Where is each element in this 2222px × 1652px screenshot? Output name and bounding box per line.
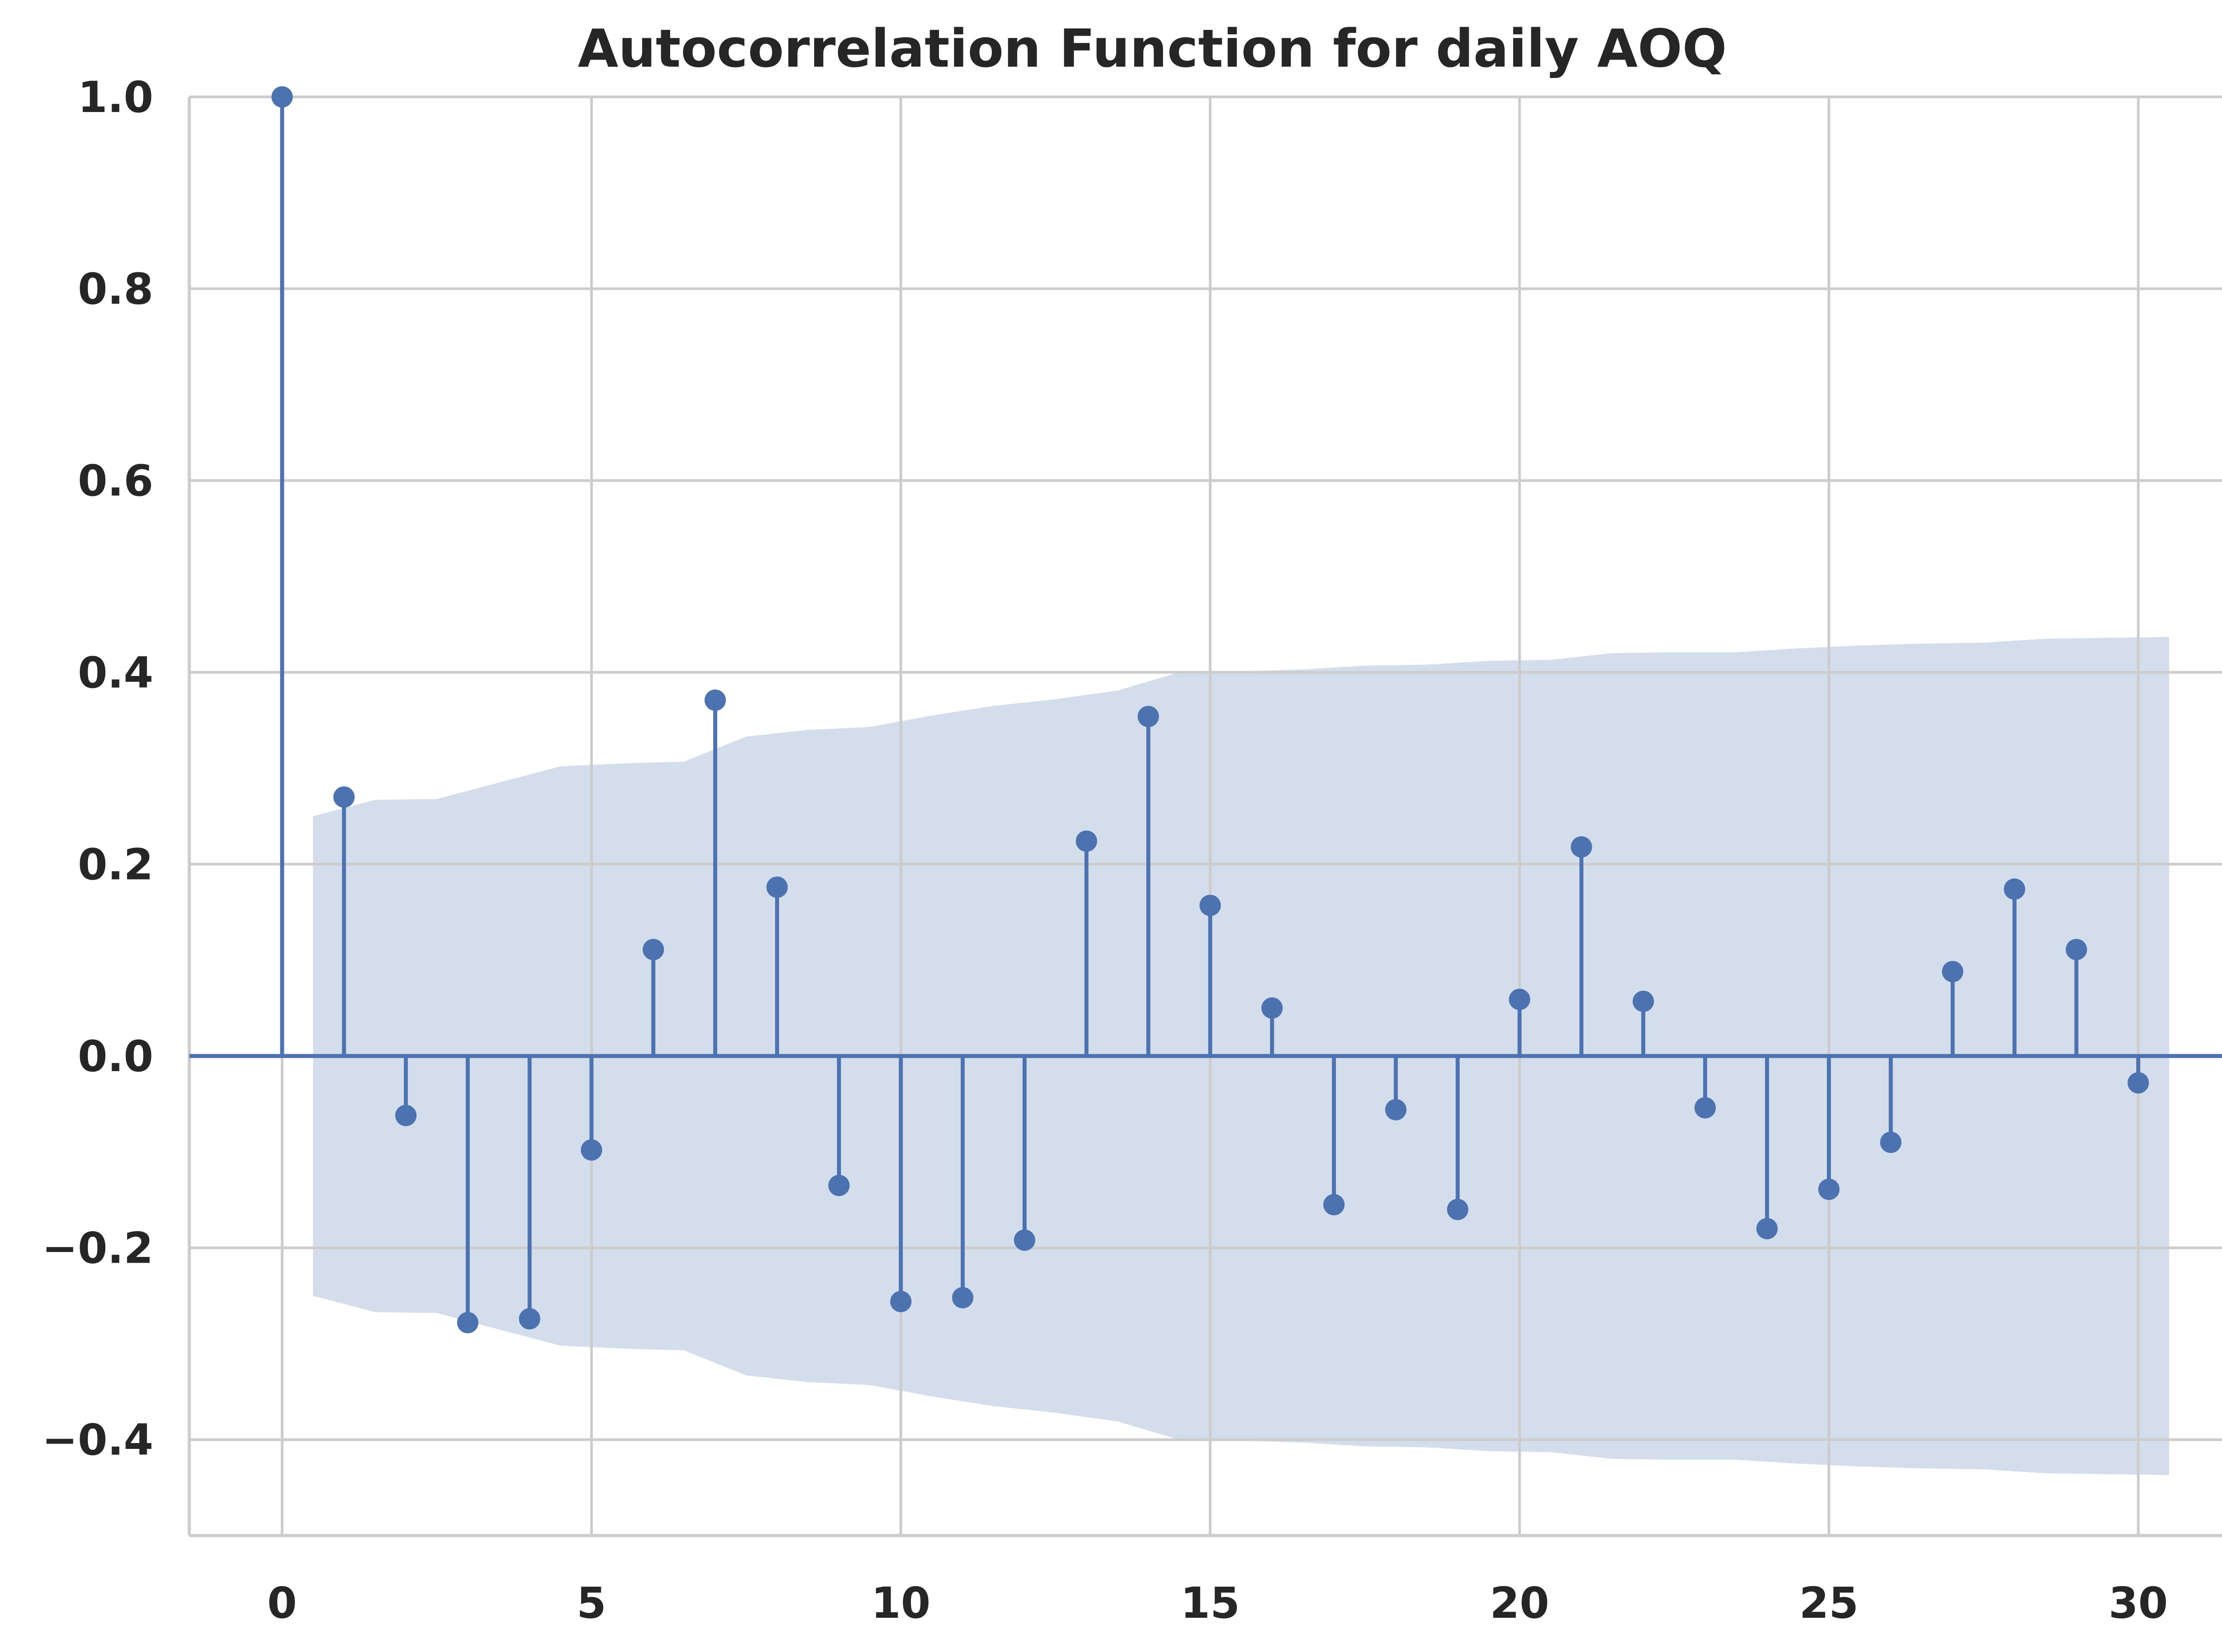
stem-marker xyxy=(890,1291,912,1312)
stem-marker xyxy=(952,1287,974,1308)
stem-marker xyxy=(1199,895,1221,916)
chart-title: Autocorrelation Function for daily AOQ xyxy=(578,18,1727,79)
stem-marker xyxy=(766,876,788,898)
x-tick-label: 20 xyxy=(1490,1578,1550,1628)
axes-layer xyxy=(188,97,2222,1537)
stem-marker xyxy=(1756,1218,1778,1240)
stem-marker xyxy=(580,1139,602,1161)
y-tick-label: 0.0 xyxy=(78,1032,153,1081)
stem-layer xyxy=(271,86,2149,1333)
x-tick-label: 5 xyxy=(577,1578,607,1628)
tick-label-layer: 0 5 10 15 20 25 30 −0.4 −0.2 0.0 0.2 0.4 0.6 0.8 1.0 xyxy=(42,72,2168,1628)
y-tick-label: −0.4 xyxy=(42,1415,154,1465)
x-tick-label: 30 xyxy=(2109,1578,2168,1628)
stem-marker xyxy=(1694,1097,1716,1119)
stem-marker xyxy=(1447,1199,1469,1220)
stem-marker xyxy=(333,786,355,808)
y-tick-label: 0.4 xyxy=(78,648,153,698)
stem-marker xyxy=(1880,1132,1902,1153)
stem-marker xyxy=(2004,878,2026,900)
stem-marker xyxy=(2066,939,2087,960)
stem-marker xyxy=(1509,988,1531,1010)
x-tick-label: 0 xyxy=(267,1578,297,1628)
stem-marker xyxy=(643,939,664,960)
stem-marker xyxy=(1942,961,1963,983)
y-tick-label: 1.0 xyxy=(78,72,153,122)
stem-marker xyxy=(519,1308,540,1330)
stem-marker xyxy=(1075,830,1097,852)
y-tick-label: 0.2 xyxy=(78,840,153,889)
stem-marker xyxy=(1137,706,1159,728)
stem-marker xyxy=(1571,836,1592,858)
y-tick-label: 0.8 xyxy=(78,264,153,314)
x-tick-label: 25 xyxy=(1799,1578,1859,1628)
stem-marker xyxy=(1323,1194,1345,1216)
stem-marker xyxy=(457,1312,479,1333)
stem-marker xyxy=(395,1104,417,1126)
stem-marker xyxy=(1818,1178,1840,1200)
stem-marker xyxy=(828,1175,850,1196)
stem-marker xyxy=(271,86,293,108)
y-tick-label: 0.6 xyxy=(78,456,153,506)
stem-marker xyxy=(1385,1099,1407,1120)
x-tick-label: 10 xyxy=(871,1578,931,1628)
stem-marker xyxy=(2127,1072,2149,1094)
stem-marker xyxy=(1632,990,1654,1012)
stem-marker xyxy=(704,689,726,711)
x-tick-label: 15 xyxy=(1180,1578,1240,1628)
stem-marker xyxy=(1261,997,1283,1019)
stem-marker xyxy=(1014,1229,1035,1251)
y-tick-label: −0.2 xyxy=(42,1224,154,1273)
